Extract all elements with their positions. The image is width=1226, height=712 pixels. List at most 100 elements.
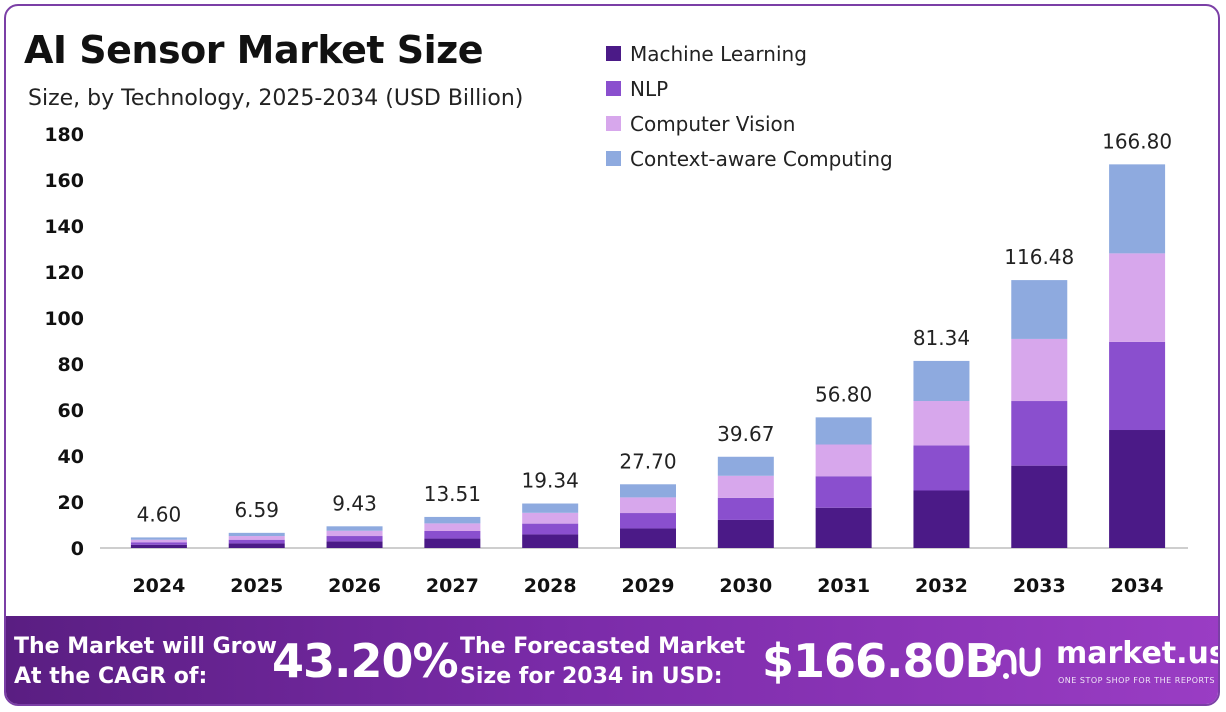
cagr-caption-line-2: At the CAGR of:	[14, 664, 208, 689]
bar-segment-computer-vision-2030	[717, 475, 774, 498]
bar-segment-computer-vision-2034	[1109, 253, 1166, 342]
bar-segment-machine-learning-2027	[424, 538, 481, 548]
bar-segment-computer-vision-2033	[1011, 338, 1068, 402]
bar-segment-nlp-2029	[620, 513, 676, 529]
bar-segment-machine-learning-2024	[130, 544, 187, 548]
y-tick-label: 140	[44, 216, 84, 238]
x-tick-label-2028: 2028	[524, 575, 577, 597]
bar-segment-nlp-2034	[1109, 341, 1166, 431]
bar-segment-context-aware-computing-2033	[1011, 280, 1068, 339]
bar-segment-context-aware-computing-2034	[1109, 164, 1166, 254]
bar-segment-nlp-2031	[815, 476, 872, 508]
bar-segment-computer-vision-2031	[815, 444, 872, 477]
bar-segment-computer-vision-2029	[620, 497, 676, 514]
legend-item-machine-learning: Machine Learning	[606, 36, 893, 71]
x-tick-label-2026: 2026	[328, 575, 381, 597]
legend-label-nlp: NLP	[630, 76, 669, 101]
bar-segment-nlp-2033	[1011, 401, 1068, 466]
cagr-caption-line-1: The Market will Grow	[14, 634, 277, 659]
bar-segment-context-aware-computing-2029	[620, 484, 676, 498]
bar-segment-machine-learning-2034	[1109, 430, 1166, 548]
bar-segment-context-aware-computing-2030	[717, 456, 774, 476]
bar-segment-machine-learning-2028	[522, 534, 579, 548]
bar-segment-context-aware-computing-2028	[522, 503, 579, 513]
legend-item-computer-vision: Computer Vision	[606, 106, 893, 141]
total-label-2027: 13.51	[424, 482, 481, 506]
legend-label-computer-vision: Computer Vision	[630, 111, 796, 136]
forecast-caption: The Forecasted Market Size for 2034 in U…	[460, 632, 745, 692]
bar-segment-computer-vision-2025	[228, 536, 285, 540]
market-us-logo-tagline: ONE STOP SHOP FOR THE REPORTS	[1058, 676, 1215, 685]
x-tick-label-2031: 2031	[817, 575, 870, 597]
y-tick-label: 80	[58, 354, 84, 376]
bar-segment-machine-learning-2025	[228, 543, 285, 548]
bar-segment-machine-learning-2030	[717, 519, 774, 548]
chart-title: AI Sensor Market Size	[24, 28, 484, 72]
bar-segment-computer-vision-2032	[913, 401, 970, 446]
total-label-2033: 116.48	[1004, 245, 1074, 269]
bar-segment-context-aware-computing-2027	[424, 516, 481, 524]
total-label-2031: 56.80	[815, 382, 872, 406]
bar-segment-computer-vision-2024	[130, 539, 187, 543]
cagr-value: 43.20%	[272, 634, 459, 688]
legend-label-machine-learning: Machine Learning	[630, 41, 807, 66]
bar-segment-nlp-2027	[424, 530, 481, 539]
legend-item-nlp: NLP	[606, 71, 893, 106]
legend-swatch-computer-vision	[606, 116, 621, 131]
market-us-logo-icon	[995, 647, 1041, 679]
bar-segment-machine-learning-2033	[1011, 465, 1068, 548]
x-tick-label-2027: 2027	[426, 575, 479, 597]
x-tick-label-2029: 2029	[622, 575, 675, 597]
bar-segment-machine-learning-2029	[620, 528, 676, 548]
y-tick-label: 60	[58, 400, 84, 422]
cagr-caption: The Market will Grow At the CAGR of:	[14, 632, 277, 692]
bar-segment-computer-vision-2028	[522, 512, 579, 524]
legend-swatch-machine-learning	[606, 46, 621, 61]
forecast-caption-line-1: The Forecasted Market	[460, 634, 746, 659]
forecast-caption-line-2: Size for 2034 in USD:	[460, 664, 723, 689]
bar-segment-context-aware-computing-2026	[326, 526, 383, 531]
y-tick-label: 160	[44, 170, 84, 192]
market-us-logo-text: market.us	[1056, 636, 1220, 671]
y-tick-label: 20	[58, 492, 84, 514]
y-tick-label: 100	[44, 308, 84, 330]
bar-segment-nlp-2030	[717, 497, 774, 520]
legend-label-context-aware-computing: Context-aware Computing	[630, 146, 893, 171]
bar-segment-context-aware-computing-2025	[228, 532, 285, 537]
forecast-value: $166.80B	[762, 634, 1000, 688]
bar-segment-computer-vision-2026	[326, 530, 383, 537]
bar-segment-computer-vision-2027	[424, 523, 481, 531]
bar-segment-nlp-2026	[326, 536, 383, 542]
bar-segment-machine-learning-2032	[913, 490, 970, 548]
y-tick-label: 40	[58, 446, 84, 468]
total-label-2030: 39.67	[717, 422, 774, 446]
total-label-2026: 9.43	[332, 491, 377, 515]
y-tick-label: 120	[44, 262, 84, 284]
bar-segment-context-aware-computing-2032	[913, 360, 970, 402]
x-tick-label-2025: 2025	[230, 575, 283, 597]
legend-swatch-nlp	[606, 81, 621, 96]
y-tick-label: 180	[44, 124, 84, 146]
bar-segment-nlp-2024	[130, 542, 187, 545]
bar-segment-machine-learning-2026	[326, 541, 383, 548]
x-tick-label-2033: 2033	[1013, 575, 1066, 597]
total-label-2032: 81.34	[913, 326, 970, 350]
total-label-2029: 27.70	[619, 449, 676, 473]
legend-item-context-aware-computing: Context-aware Computing	[606, 141, 893, 176]
chart-frame: AI Sensor Market Size Size, by Technolog…	[4, 4, 1220, 706]
bar-segment-nlp-2032	[913, 445, 970, 491]
bar-segment-nlp-2025	[228, 539, 285, 544]
legend-swatch-context-aware-computing	[606, 151, 621, 166]
total-label-2025: 6.59	[234, 498, 279, 522]
bar-segment-nlp-2028	[522, 523, 579, 535]
x-tick-label-2030: 2030	[719, 575, 772, 597]
total-label-2028: 19.34	[522, 469, 579, 493]
x-tick-label-2034: 2034	[1111, 575, 1164, 597]
legend: Machine Learning NLP Computer Vision Con…	[606, 36, 893, 176]
bar-segment-context-aware-computing-2031	[815, 417, 872, 445]
chart-subtitle: Size, by Technology, 2025-2034 (USD Bill…	[28, 86, 524, 111]
bar-segment-machine-learning-2031	[815, 507, 872, 548]
total-label-2034: 166.80	[1102, 129, 1172, 153]
stacked-bar-chart: 0 20 40 60 80 100 120 140 160 180 4.60 2024 6.59 2025…	[44, 124, 1188, 597]
x-tick-label-2032: 2032	[915, 575, 968, 597]
